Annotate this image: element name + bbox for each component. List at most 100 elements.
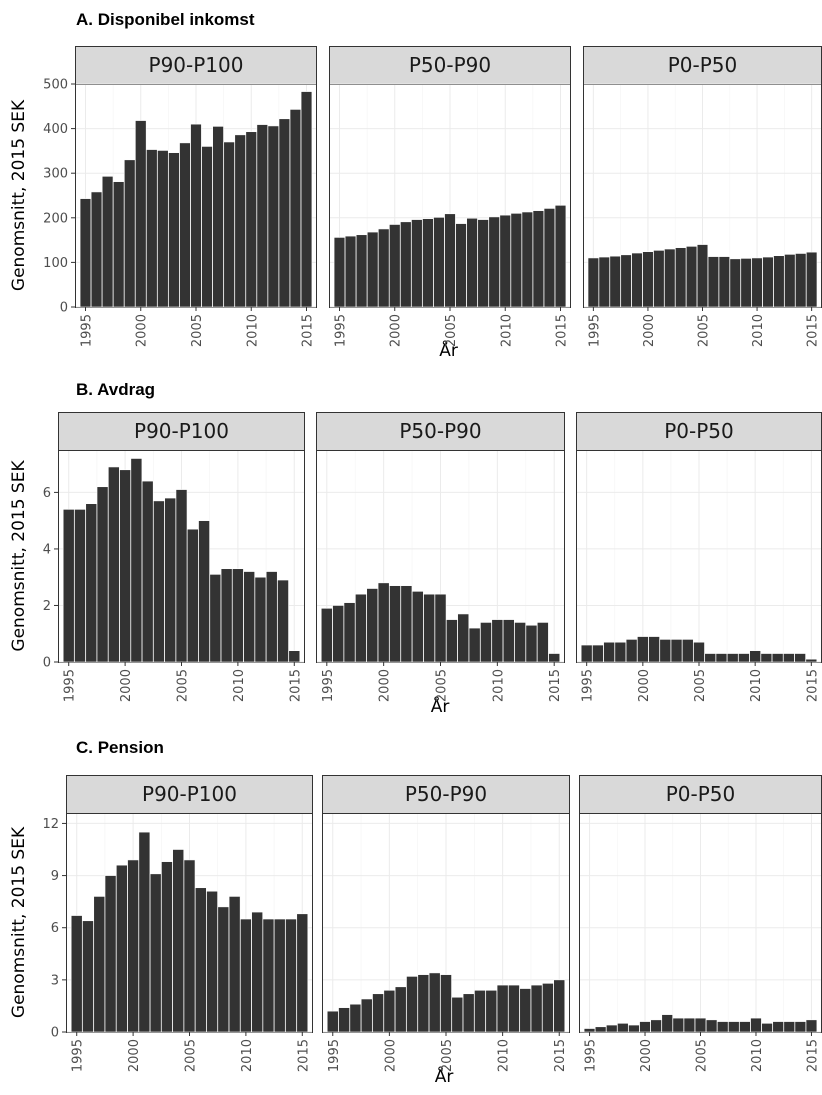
bar-2005 bbox=[694, 1017, 707, 1033]
bar-2015 bbox=[288, 650, 301, 663]
bar-2004 bbox=[681, 639, 694, 663]
bar-2006 bbox=[707, 256, 720, 308]
bar-1999 bbox=[625, 639, 638, 663]
y-tick-label: 6 bbox=[51, 921, 59, 936]
x-axis-title: År bbox=[439, 339, 458, 361]
bar-1999 bbox=[377, 228, 390, 308]
x-tick-label: 2000 bbox=[639, 1039, 654, 1072]
bar-2003 bbox=[422, 218, 434, 308]
bar-2008 bbox=[474, 989, 486, 1033]
bar-2013 bbox=[278, 118, 291, 308]
bar-2003 bbox=[153, 500, 165, 663]
bar-1998 bbox=[366, 231, 379, 308]
x-tick-label: 2000 bbox=[389, 314, 404, 347]
x-tick-label: 2010 bbox=[749, 669, 764, 702]
bar-2010 bbox=[749, 650, 761, 663]
bar-2014 bbox=[289, 109, 302, 308]
bar-2002 bbox=[659, 639, 672, 663]
bar-2012 bbox=[267, 125, 280, 308]
bar-2007 bbox=[462, 993, 475, 1033]
bar-2012 bbox=[514, 622, 526, 663]
x-tick-label: 2005 bbox=[435, 669, 450, 702]
x-tick-label: 2000 bbox=[378, 669, 393, 702]
bar-2000 bbox=[639, 1021, 651, 1033]
bar-2005 bbox=[183, 859, 196, 1033]
x-tick-label: 2015 bbox=[548, 669, 563, 702]
bar-2012 bbox=[771, 653, 784, 663]
y-tick-label: 400 bbox=[43, 122, 68, 137]
bar-2001 bbox=[653, 250, 665, 308]
facet-strip-label: P50-P90 bbox=[405, 782, 487, 806]
bar-2010 bbox=[232, 568, 244, 663]
bar-1996 bbox=[594, 1026, 607, 1033]
x-tick-label: 1995 bbox=[321, 669, 336, 702]
bar-2003 bbox=[675, 247, 687, 308]
facet-panel-p0-p50: P0-P50 1995 2000 2005 2010 2015 bbox=[583, 46, 822, 347]
y-tick-label: 0 bbox=[43, 656, 51, 671]
bar-2010 bbox=[499, 214, 511, 308]
x-tick-label: 1995 bbox=[63, 669, 78, 702]
bar-2002 bbox=[149, 873, 162, 1033]
x-axis-title: År bbox=[435, 1065, 454, 1087]
x-tick-label: 2015 bbox=[805, 669, 820, 702]
bar-1999 bbox=[366, 588, 379, 663]
bar-2008 bbox=[728, 1021, 740, 1033]
bar-2005 bbox=[190, 123, 202, 308]
bar-2006 bbox=[445, 619, 458, 663]
bar-2010 bbox=[245, 131, 257, 308]
bar-1999 bbox=[372, 993, 384, 1033]
bar-2015 bbox=[553, 979, 566, 1033]
bar-1996 bbox=[592, 644, 604, 663]
facet-strip bbox=[579, 775, 822, 814]
x-tick-label: 2015 bbox=[288, 669, 303, 702]
bar-1998 bbox=[620, 254, 632, 308]
bar-2006 bbox=[201, 146, 213, 308]
bar-2009 bbox=[234, 134, 246, 308]
bar-2008 bbox=[468, 627, 481, 663]
bar-1996 bbox=[82, 920, 94, 1033]
x-tick-label: 2005 bbox=[176, 669, 191, 702]
x-tick-label: 2010 bbox=[240, 1039, 255, 1072]
bar-1995 bbox=[583, 1028, 596, 1033]
y-axis-title: Genomsnitt, 2015 SEK bbox=[9, 826, 29, 1018]
y-tick-label: 0 bbox=[60, 301, 68, 316]
y-tick-label: 0 bbox=[51, 1026, 59, 1041]
bar-2014 bbox=[543, 208, 556, 308]
bar-2001 bbox=[400, 221, 412, 308]
bar-2005 bbox=[434, 593, 447, 663]
bar-1995 bbox=[79, 198, 92, 308]
bar-2011 bbox=[502, 619, 515, 663]
bar-1998 bbox=[104, 875, 117, 1033]
bar-2010 bbox=[496, 984, 509, 1033]
bar-2007 bbox=[198, 520, 210, 663]
x-tick-label: 2010 bbox=[491, 669, 506, 702]
bar-1997 bbox=[349, 1003, 362, 1033]
bar-2012 bbox=[772, 1021, 784, 1033]
x-tick-label: 2005 bbox=[697, 314, 712, 347]
x-tick-label: 1995 bbox=[581, 669, 596, 702]
section-title: B. Avdrag bbox=[76, 380, 156, 399]
bar-2014 bbox=[795, 253, 807, 308]
x-tick-label: 2015 bbox=[555, 314, 570, 347]
bar-2015 bbox=[805, 658, 818, 663]
bar-1997 bbox=[605, 1024, 618, 1033]
y-tick-label: 4 bbox=[43, 542, 51, 557]
bar-2013 bbox=[784, 254, 796, 308]
bar-2006 bbox=[704, 653, 717, 663]
bar-2008 bbox=[726, 653, 739, 663]
bar-2007 bbox=[206, 890, 218, 1033]
bar-2001 bbox=[146, 149, 158, 308]
x-tick-label: 1995 bbox=[584, 1039, 599, 1072]
bar-2013 bbox=[265, 571, 278, 663]
bar-2014 bbox=[794, 653, 806, 663]
y-tick-label: 200 bbox=[43, 211, 68, 226]
x-tick-label: 1995 bbox=[587, 314, 602, 347]
facet-strip-label: P50-P90 bbox=[399, 419, 481, 443]
bar-2005 bbox=[175, 489, 188, 663]
y-tick-label: 100 bbox=[43, 256, 68, 271]
bar-2008 bbox=[209, 574, 222, 663]
bar-1998 bbox=[617, 1023, 629, 1033]
bar-2003 bbox=[168, 152, 180, 308]
facet-strip-label: P90-P100 bbox=[142, 782, 237, 806]
bar-2009 bbox=[485, 989, 498, 1033]
